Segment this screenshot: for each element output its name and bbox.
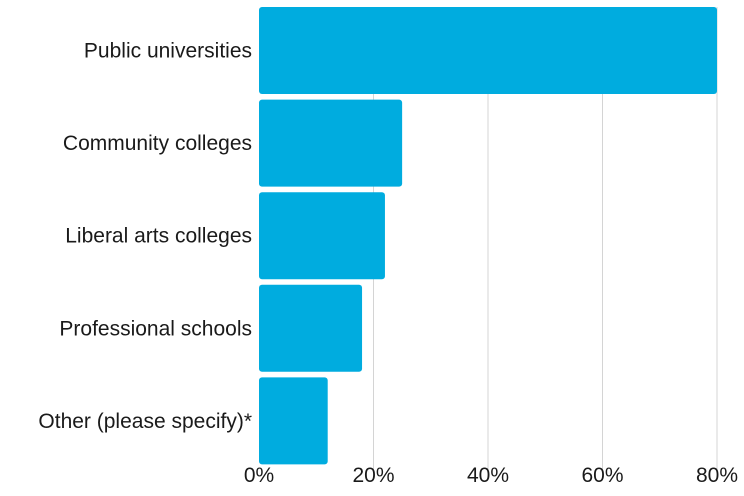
bar — [259, 284, 363, 372]
x-tick-label: 80% — [696, 464, 738, 487]
category-label: Other (please specify)* — [38, 410, 252, 433]
x-tick-label: 0% — [244, 464, 274, 487]
bars — [259, 7, 717, 465]
x-tick-label: 40% — [467, 464, 509, 487]
bar — [259, 377, 328, 465]
category-label: Public universities — [84, 40, 252, 63]
category-label: Liberal arts colleges — [65, 225, 252, 248]
category-labels: Public universities Community colleges Lib… — [38, 40, 252, 433]
x-tick-label: 20% — [352, 464, 394, 487]
bar — [259, 99, 403, 187]
category-label: Community colleges — [63, 132, 252, 155]
x-tick-labels: 0% 20% 40% 60% 80% — [244, 464, 738, 487]
x-tick-label: 60% — [581, 464, 623, 487]
category-label: Professional schools — [59, 317, 252, 340]
bar — [259, 7, 717, 94]
bar — [259, 192, 385, 280]
